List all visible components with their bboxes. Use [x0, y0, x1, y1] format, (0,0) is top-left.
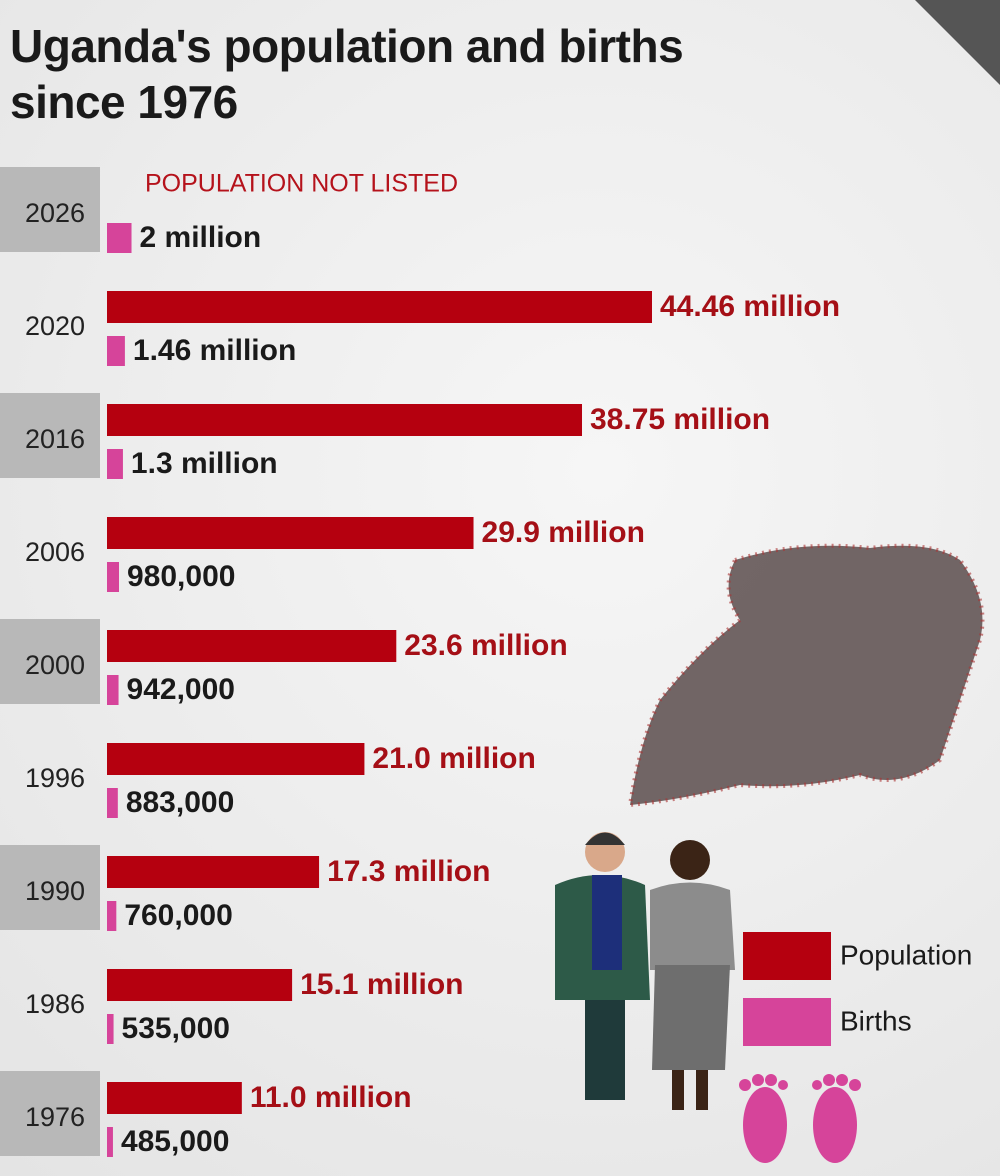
year-band	[0, 1071, 100, 1156]
annotation: POPULATION NOT LISTED	[145, 170, 458, 198]
value-label: 21.0 million	[372, 742, 535, 775]
bar	[107, 517, 474, 549]
value-label: 535,000	[122, 1012, 230, 1045]
y-tick-label: 2020	[25, 311, 85, 341]
value-label: 38.75 million	[590, 403, 770, 436]
bar	[107, 788, 118, 818]
value-label: 883,000	[126, 786, 234, 819]
value-label: 2 million	[140, 221, 262, 254]
chart-title: Uganda's population and births since 197…	[10, 20, 684, 128]
bar	[107, 404, 583, 436]
bar	[107, 1014, 114, 1044]
legend-swatch	[743, 998, 831, 1046]
value-label: 15.1 million	[300, 968, 463, 1001]
value-label: 760,000	[124, 899, 232, 932]
value-label: 29.9 million	[482, 516, 645, 549]
y-tick-label: 1976	[25, 1102, 85, 1132]
legend-label: Births	[840, 1005, 912, 1036]
bar	[107, 1082, 242, 1114]
year-band	[0, 845, 100, 930]
value-label: 23.6 million	[404, 629, 567, 662]
y-tick-label: 1986	[25, 989, 85, 1019]
map-illustration	[627, 543, 985, 808]
bar	[107, 336, 125, 366]
value-label: 942,000	[127, 673, 235, 706]
value-label: 17.3 million	[327, 855, 490, 888]
bar	[107, 901, 117, 931]
value-label: 44.46 million	[660, 290, 840, 323]
value-label: 485,000	[121, 1125, 229, 1158]
bar	[107, 291, 652, 323]
year-band	[0, 393, 100, 478]
people-illustration	[555, 832, 735, 1110]
value-label: 11.0 million	[250, 1081, 412, 1114]
y-tick-label: 2016	[25, 424, 85, 454]
legend-label: Population	[840, 939, 972, 970]
y-tick-label: 2006	[25, 537, 85, 567]
y-tick-label: 1990	[25, 876, 85, 906]
value-label: 1.3 million	[131, 447, 278, 480]
bar	[107, 223, 132, 253]
bar	[107, 1127, 113, 1157]
bar	[107, 743, 365, 775]
year-band	[0, 619, 100, 704]
bar	[107, 969, 293, 1001]
footprints	[739, 1074, 861, 1163]
bar	[107, 675, 119, 705]
y-tick-label: 2000	[25, 650, 85, 680]
y-tick-label: 1996	[25, 763, 85, 793]
year-band	[0, 167, 100, 252]
corner-decoration	[915, 0, 1000, 85]
legend-swatch	[743, 932, 831, 980]
value-label: 980,000	[127, 560, 235, 593]
y-tick-label: 2026	[25, 198, 85, 228]
bar	[107, 856, 320, 888]
bar	[107, 562, 120, 592]
bar	[107, 449, 123, 479]
bar	[107, 630, 397, 662]
value-label: 1.46 million	[133, 334, 296, 367]
